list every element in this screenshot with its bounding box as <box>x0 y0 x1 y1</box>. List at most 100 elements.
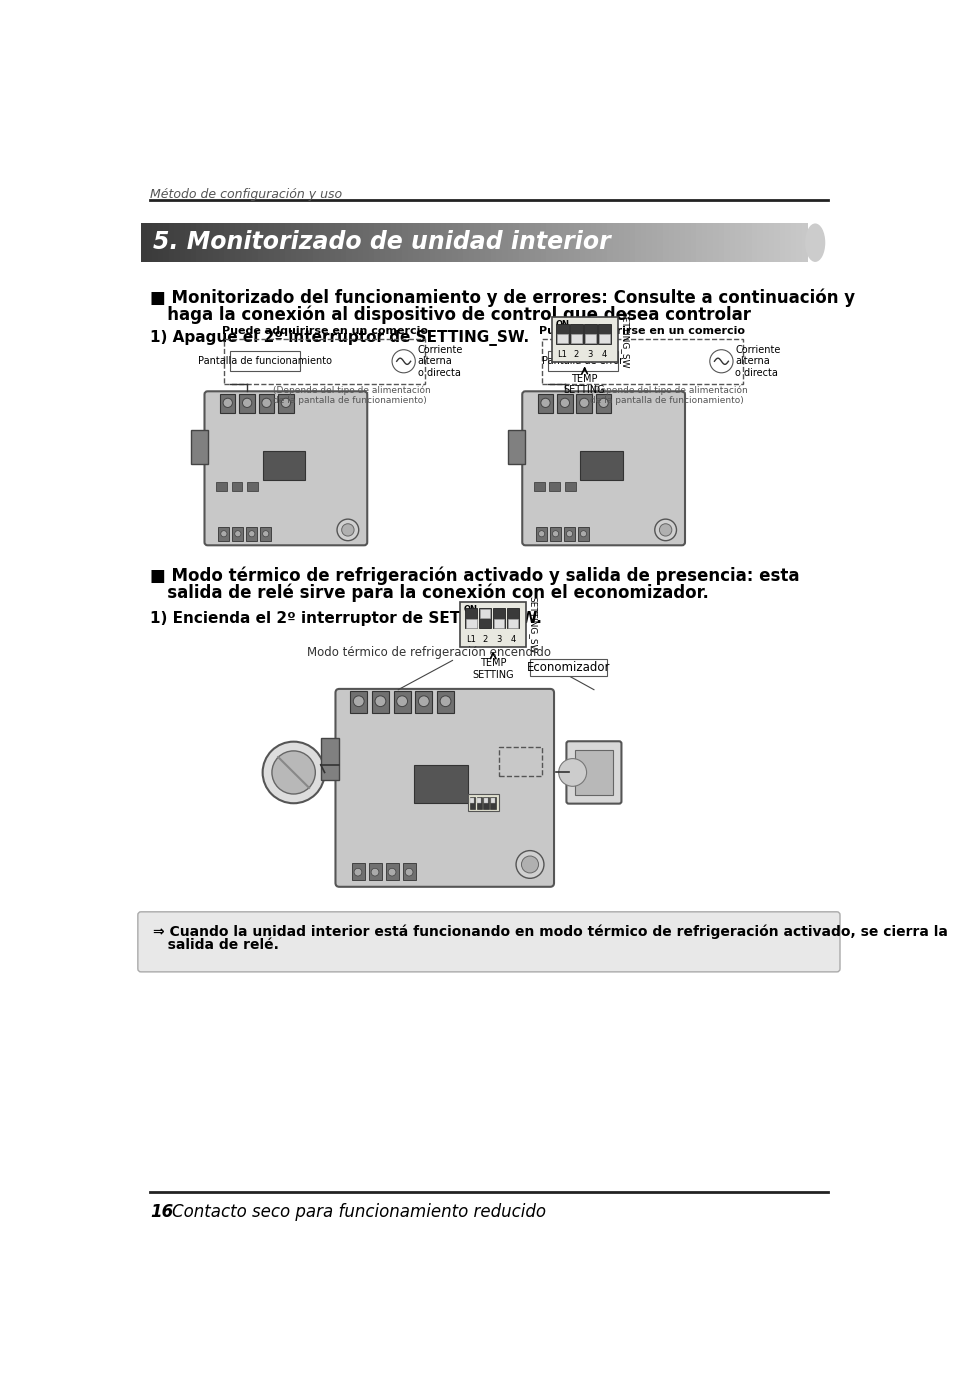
Bar <box>679 224 685 262</box>
Circle shape <box>249 531 254 536</box>
Bar <box>260 526 271 540</box>
Bar <box>180 224 186 262</box>
Bar <box>274 224 280 262</box>
Bar <box>651 224 658 262</box>
Bar <box>796 224 801 262</box>
Bar <box>601 224 607 262</box>
Bar <box>474 224 480 262</box>
Bar <box>418 224 424 262</box>
Bar <box>152 224 158 262</box>
Bar <box>369 862 381 879</box>
Bar <box>357 224 363 262</box>
Bar <box>457 224 463 262</box>
Circle shape <box>396 696 407 707</box>
Text: ON: ON <box>555 319 569 329</box>
Circle shape <box>261 398 271 407</box>
Bar <box>374 224 380 262</box>
Text: 4: 4 <box>510 634 515 644</box>
Bar <box>484 798 488 804</box>
Bar <box>468 224 475 262</box>
Bar <box>557 335 567 343</box>
Bar <box>640 224 646 262</box>
Bar <box>330 224 335 262</box>
Bar <box>157 224 164 262</box>
Bar <box>462 224 469 262</box>
Bar <box>496 224 502 262</box>
Circle shape <box>598 398 608 407</box>
Text: (Depende del tipo de alimentación
de la pantalla de funcionamiento): (Depende del tipo de alimentación de la … <box>590 385 747 405</box>
Bar <box>707 224 713 262</box>
Bar <box>506 609 518 629</box>
Text: 5. Monitorizado de unidad interior: 5. Monitorizado de unidad interior <box>153 230 611 253</box>
Bar <box>557 393 572 413</box>
Text: ON: ON <box>464 605 477 613</box>
Text: ■ Modo térmico de refrigeración activado y salida de presencia: esta: ■ Modo térmico de refrigeración activado… <box>150 567 799 585</box>
Circle shape <box>709 350 732 372</box>
Bar <box>313 224 319 262</box>
Bar <box>213 224 219 262</box>
Bar <box>518 224 524 262</box>
Bar <box>657 224 663 262</box>
Bar <box>684 224 691 262</box>
Bar <box>535 224 541 262</box>
Bar <box>570 323 582 343</box>
Bar <box>674 224 679 262</box>
Bar <box>191 224 197 262</box>
Bar <box>263 224 269 262</box>
Bar <box>491 224 497 262</box>
Circle shape <box>558 759 586 787</box>
Bar <box>440 224 447 262</box>
Bar <box>613 224 618 262</box>
Bar <box>479 609 490 617</box>
Text: Puede adquirirse en un comercio: Puede adquirirse en un comercio <box>538 326 744 336</box>
Circle shape <box>418 696 429 707</box>
Bar <box>491 798 495 804</box>
Bar <box>478 609 491 629</box>
Text: 16: 16 <box>150 1203 173 1221</box>
Text: L1: L1 <box>466 634 476 644</box>
FancyBboxPatch shape <box>566 741 620 804</box>
Bar <box>435 224 441 262</box>
Text: 2: 2 <box>482 634 487 644</box>
Text: salida de relé sirve para la conexión con el economizador.: salida de relé sirve para la conexión co… <box>150 584 708 602</box>
Bar <box>247 482 257 491</box>
Bar <box>202 224 208 262</box>
Bar <box>583 323 596 343</box>
Text: haga la conexión al dispositivo de control que desea controlar: haga la conexión al dispositivo de contr… <box>150 305 750 323</box>
Bar <box>483 797 488 809</box>
Bar <box>224 224 231 262</box>
Bar <box>762 224 768 262</box>
Bar <box>701 224 707 262</box>
Circle shape <box>336 519 358 540</box>
Circle shape <box>354 868 361 876</box>
Bar <box>476 798 480 804</box>
Text: ■ Monitorizado del funcionamiento y de errores: Consulte a continuación y: ■ Monitorizado del funcionamiento y de e… <box>150 288 855 307</box>
Circle shape <box>375 696 385 707</box>
Bar <box>401 224 408 262</box>
Bar <box>768 224 774 262</box>
Bar <box>174 224 180 262</box>
Bar <box>551 318 617 363</box>
Circle shape <box>242 398 252 407</box>
Bar <box>352 224 357 262</box>
Circle shape <box>579 531 586 536</box>
Bar <box>596 224 602 262</box>
Bar <box>335 224 341 262</box>
Bar <box>470 798 474 804</box>
Circle shape <box>234 531 241 536</box>
Bar <box>536 526 546 540</box>
Bar <box>352 862 365 879</box>
Text: salida de relé.: salida de relé. <box>153 938 279 952</box>
Bar <box>635 224 640 262</box>
Bar <box>394 692 410 713</box>
Bar <box>424 224 430 262</box>
FancyBboxPatch shape <box>521 391 684 545</box>
Bar <box>784 224 791 262</box>
Bar <box>668 224 674 262</box>
Circle shape <box>537 531 544 536</box>
Text: TEMP
SETTING: TEMP SETTING <box>563 374 605 395</box>
Text: 2: 2 <box>574 350 578 358</box>
Bar <box>552 224 558 262</box>
Bar <box>446 224 452 262</box>
Circle shape <box>405 868 413 876</box>
